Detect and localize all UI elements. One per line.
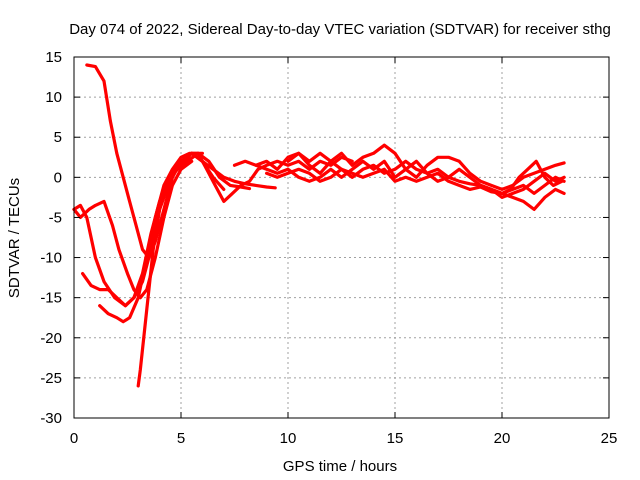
y-tick-label: -20: [40, 330, 62, 347]
plot-frame: [73, 56, 610, 419]
x-tick-label: 10: [280, 430, 297, 447]
series-pass-8: [254, 159, 566, 211]
y-tick-label: 15: [45, 49, 62, 66]
y-tick-label: 10: [45, 89, 62, 106]
x-tick-label: 20: [494, 430, 511, 447]
y-tick-label: -5: [49, 209, 62, 226]
series-pass-7: [232, 143, 566, 191]
chart-title: Day 074 of 2022, Sidereal Day-to-day VTE…: [69, 21, 611, 38]
series-pass-6: [98, 151, 354, 324]
x-tick-label: 0: [70, 430, 78, 447]
y-tick-label: -25: [40, 370, 62, 387]
x-tick-label: 15: [387, 430, 404, 447]
y-tick-label: 0: [54, 169, 62, 186]
series-pass-5: [80, 151, 252, 308]
series-pass-9: [265, 167, 566, 195]
x-tick-label: 25: [601, 430, 618, 447]
y-tick-label: 5: [54, 129, 62, 146]
ticks: [73, 56, 610, 419]
series-pass-3: [72, 159, 194, 300]
series-layer: [72, 63, 566, 388]
series-pass-2: [136, 151, 277, 388]
series-pass-10: [286, 151, 566, 199]
y-tick-label: -10: [40, 250, 62, 267]
x-axis-label: GPS time / hours: [283, 458, 397, 475]
y-axis-label: SDTVAR / TECUs: [6, 178, 23, 298]
y-tick-label: -30: [40, 410, 62, 427]
tick-labels: 0 5 10 15 20 25 -30 -25 -20 -15 -10 -5 0 5 10 15: [40, 49, 617, 447]
x-tick-label: 5: [177, 430, 185, 447]
y-tick-label: -15: [40, 290, 62, 307]
series-pass-11: [479, 159, 564, 195]
